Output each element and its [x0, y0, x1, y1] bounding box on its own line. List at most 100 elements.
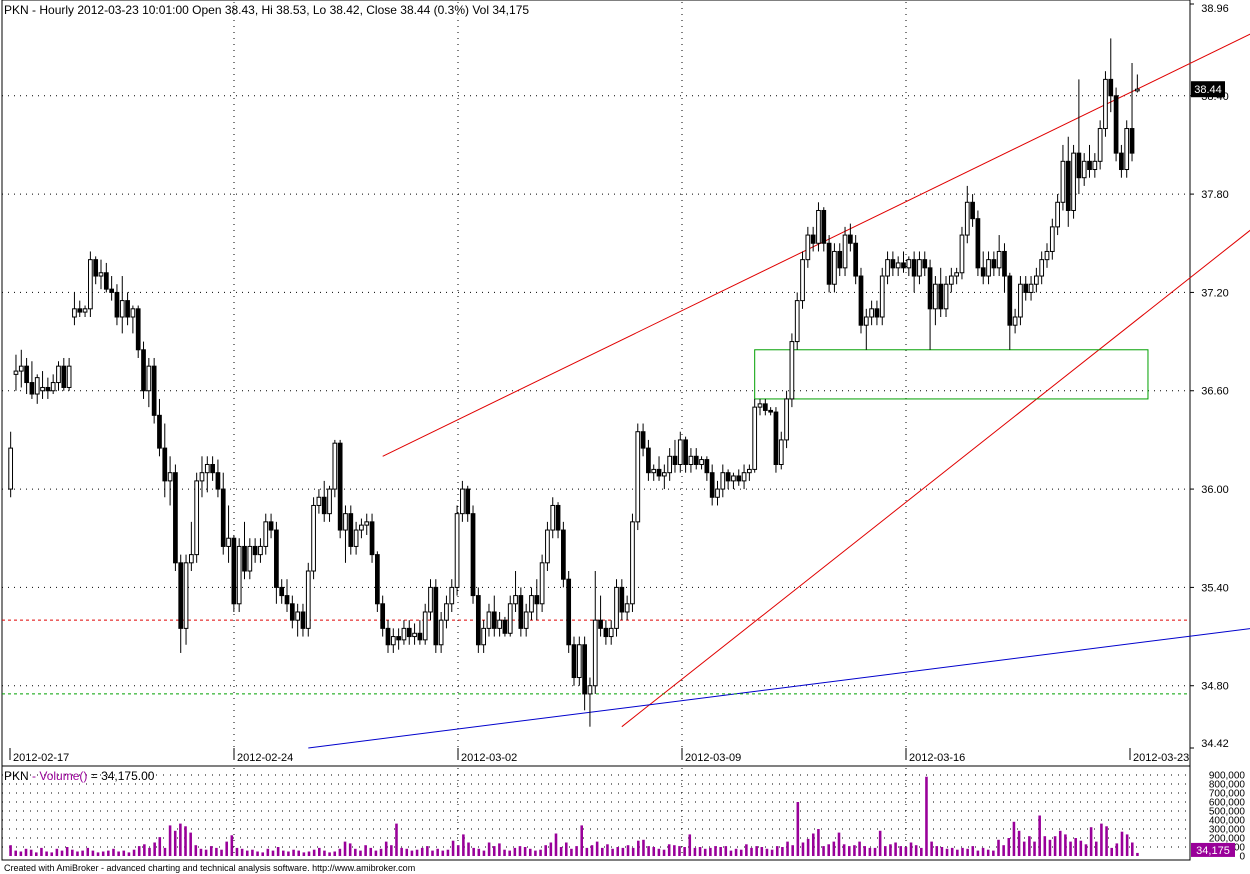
- candle-body: [805, 234, 811, 261]
- candle-body: [72, 308, 77, 318]
- candle-body: [704, 459, 710, 474]
- candle-body: [954, 272, 960, 277]
- candle-body: [242, 545, 247, 572]
- price-tick-label: 37.20: [1201, 287, 1229, 299]
- candle-body: [109, 288, 114, 293]
- price-tick-label: 34.42: [1201, 738, 1229, 750]
- candle-body: [130, 308, 136, 318]
- time-tick-label: 2012-02-24: [237, 752, 293, 764]
- candle-body: [550, 504, 556, 531]
- candle-body: [61, 365, 67, 388]
- candle-body: [980, 267, 986, 277]
- candle-body: [630, 521, 635, 605]
- candle-body: [385, 627, 391, 646]
- candle-body: [141, 349, 146, 392]
- candle-body: [93, 259, 99, 277]
- candle-body: [215, 472, 221, 490]
- volume-tick-label: 300,000: [1209, 825, 1246, 836]
- candle-body: [274, 529, 279, 588]
- candle-body: [561, 529, 566, 580]
- candle-body: [375, 554, 380, 605]
- time-tick-label: 2012-03-16: [909, 752, 965, 764]
- volume-tick-label: 900,000: [1209, 771, 1246, 782]
- candle-body: [810, 234, 816, 244]
- candle-body: [1097, 128, 1103, 162]
- candle-body: [263, 521, 269, 547]
- candle-body: [157, 414, 162, 449]
- candle-body: [50, 382, 56, 392]
- price-tick-label: 36.00: [1201, 484, 1229, 496]
- volume-tick-label: 800,000: [1209, 780, 1246, 791]
- candle-body: [1071, 152, 1076, 211]
- candle-body: [135, 308, 141, 351]
- price-tick-label: 38.96: [1201, 3, 1229, 15]
- candle-body: [289, 603, 295, 621]
- candle-body: [18, 365, 24, 372]
- candle-body: [847, 234, 853, 244]
- candle-body: [444, 603, 449, 621]
- candle-body: [784, 398, 789, 441]
- candle-body: [316, 496, 322, 506]
- candle-body: [709, 472, 715, 498]
- candle-body: [614, 586, 619, 629]
- candle-body: [88, 259, 93, 310]
- candle-body: [491, 611, 497, 629]
- volume-header: PKN - Volume() = 34,175.00: [4, 769, 155, 783]
- candle-body: [29, 382, 35, 395]
- candle-body: [762, 403, 768, 411]
- candle-body: [699, 459, 704, 465]
- candle-body: [188, 554, 194, 564]
- candle-body: [1012, 316, 1018, 326]
- candle-body: [359, 524, 364, 531]
- candle-body: [167, 472, 173, 482]
- candle-body: [757, 403, 763, 408]
- candle-body: [1134, 88, 1140, 92]
- candle-body: [417, 632, 423, 641]
- candle-body: [204, 463, 210, 474]
- candle-body: [901, 262, 906, 269]
- candle-body: [964, 201, 970, 236]
- last-volume-label: 34,175: [1196, 845, 1230, 857]
- candle-body: [794, 300, 800, 343]
- candle-body: [523, 611, 529, 629]
- candle-body: [651, 468, 657, 474]
- candle-body: [619, 586, 625, 613]
- candle-body: [1103, 78, 1108, 130]
- candle-body: [173, 472, 178, 564]
- candle-body: [975, 218, 981, 269]
- candle-body: [364, 521, 370, 526]
- candle-body: [1023, 283, 1029, 293]
- candle-body: [194, 480, 200, 556]
- candle-body: [481, 627, 487, 646]
- candle-body: [970, 201, 975, 220]
- candle-body: [507, 603, 513, 634]
- candle-body: [566, 578, 572, 646]
- price-tick-label: 36.60: [1201, 386, 1229, 398]
- candle-body: [1018, 283, 1023, 318]
- candle-body: [348, 513, 354, 547]
- candle-body: [885, 259, 890, 277]
- candle-body: [401, 627, 407, 641]
- time-tick-label: 2012-03-23: [1133, 752, 1189, 764]
- candle-body: [449, 586, 455, 605]
- candle-body: [731, 475, 736, 482]
- candle-body: [1060, 160, 1066, 203]
- candle-body: [279, 586, 285, 597]
- candle-body: [800, 259, 805, 302]
- candle-body: [1034, 275, 1039, 285]
- candle-body: [832, 250, 837, 285]
- candle-body: [603, 627, 609, 638]
- candle-body: [539, 562, 545, 605]
- candle-body: [321, 496, 327, 515]
- candle-body: [518, 595, 524, 629]
- candle-body: [1028, 283, 1034, 293]
- candle-body: [938, 283, 944, 310]
- candle-body: [683, 439, 688, 465]
- candle-body: [353, 529, 359, 547]
- candles: [8, 38, 1140, 727]
- volume-tick-label: 400,000: [1209, 816, 1246, 827]
- candle-body: [943, 283, 949, 310]
- candle-body: [1044, 250, 1050, 261]
- price-tick-label: 35.40: [1201, 582, 1229, 594]
- candle-body: [927, 267, 933, 310]
